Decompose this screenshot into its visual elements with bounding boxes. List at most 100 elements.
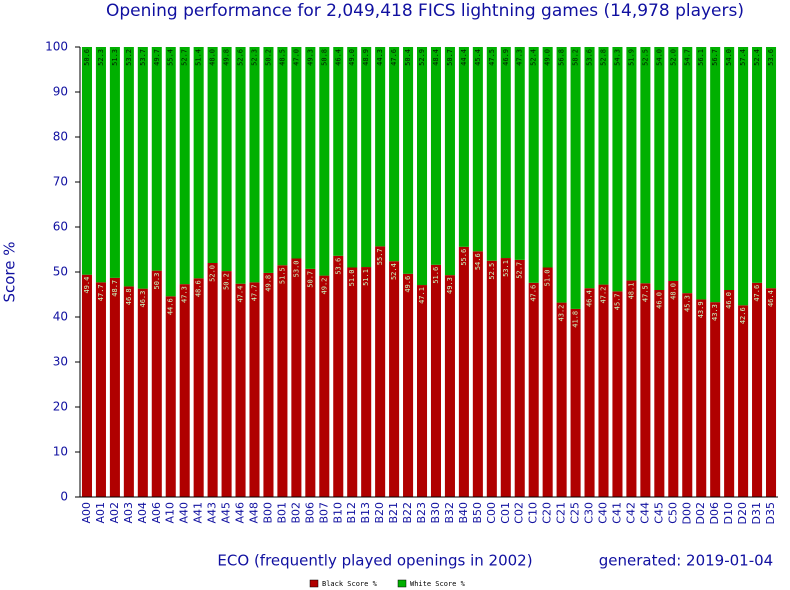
y-tick-label: 100 (45, 40, 68, 54)
value-label: 47.3 (181, 286, 189, 303)
bar-segment (486, 260, 497, 497)
y-tick-label: 90 (53, 85, 68, 99)
bar-segment (151, 270, 162, 497)
value-label: 46.0 (725, 292, 733, 309)
x-tick-label: A41 (192, 502, 205, 524)
value-label: 46.8 (125, 288, 133, 305)
value-label: 52.7 (181, 49, 189, 66)
bar-segment (570, 47, 581, 309)
y-tick-label: 80 (53, 130, 68, 144)
value-label: 53.1 (502, 260, 510, 277)
value-label: 47.3 (516, 49, 524, 66)
value-label: 51.6 (432, 267, 440, 284)
bar-segment (319, 47, 330, 276)
value-label: 49.4 (83, 277, 91, 294)
bar-segment (682, 293, 693, 497)
bar-segment (500, 47, 511, 259)
value-label: 50.6 (83, 49, 91, 66)
bar-segment (765, 47, 777, 289)
value-label: 45.4 (474, 49, 482, 66)
value-label: 48.6 (195, 280, 203, 297)
value-label: 50.7 (446, 49, 454, 66)
bar-segment (542, 267, 553, 497)
value-label: 48.5 (278, 49, 286, 66)
value-label: 48.0 (209, 49, 217, 66)
bar-segment (333, 255, 344, 497)
x-tick-label: A45 (220, 502, 233, 524)
bar-segment (584, 288, 595, 497)
bar-segment (81, 274, 93, 497)
bar-segment (235, 283, 246, 497)
bar-segment (654, 290, 665, 497)
bar-segment (458, 47, 469, 247)
bar-segment (221, 47, 232, 272)
bar-segment (430, 264, 442, 497)
bar-segment (752, 282, 763, 497)
value-label: 50.2 (223, 273, 231, 290)
value-label: 51.1 (362, 269, 370, 286)
value-label: 57.4 (739, 49, 747, 66)
value-label: 47.4 (237, 286, 245, 303)
value-label: 53.6 (334, 258, 342, 275)
value-label: 54.3 (613, 49, 621, 66)
bar-segment (472, 251, 483, 497)
y-tick-label: 50 (53, 265, 68, 279)
bar-segment (291, 47, 302, 259)
bar-segment (403, 47, 414, 274)
bar-segment (123, 286, 134, 497)
bar-segment (361, 47, 372, 268)
value-label: 48.9 (362, 49, 370, 66)
value-label: 47.7 (251, 284, 259, 301)
value-label: 49.2 (320, 278, 328, 295)
bar-segment (514, 47, 525, 260)
y-tick-label: 70 (53, 175, 68, 189)
bar-segment (277, 265, 288, 497)
value-label: 55.4 (167, 49, 175, 66)
x-tick-label: A02 (108, 502, 121, 524)
bar-segment (263, 272, 274, 497)
bar-segment (137, 288, 148, 497)
value-label: 47.7 (97, 284, 105, 301)
bar-segment (109, 277, 120, 497)
x-tick-label: B23 (415, 502, 428, 524)
value-label: 49.8 (264, 275, 272, 292)
x-tick-label: D02 (694, 502, 707, 524)
bar-segment (179, 284, 190, 497)
bar-segment (137, 47, 148, 289)
bar-segment (500, 258, 511, 497)
value-label: 44.3 (376, 49, 384, 66)
legend-swatch (309, 579, 319, 588)
x-tick-label: D31 (750, 502, 763, 524)
bar-segment (612, 47, 623, 292)
value-label: 49.0 (348, 49, 356, 66)
y-tick-label: 40 (53, 310, 68, 324)
value-label: 48.1 (627, 283, 635, 300)
value-label: 53.6 (586, 49, 594, 66)
legend-label: Black Score % (322, 580, 378, 588)
value-label: 53.2 (125, 49, 133, 66)
bar-segment (668, 281, 679, 497)
x-tick-label: B13 (359, 502, 372, 524)
x-tick-label: C01 (499, 502, 512, 524)
value-label: 44.4 (460, 49, 468, 66)
x-tick-label: B40 (457, 502, 470, 524)
x-tick-label: A01 (94, 502, 107, 524)
x-tick-label: A43 (206, 502, 219, 524)
bar-segment (486, 47, 497, 261)
bar-segment (95, 282, 106, 497)
bar-segment (765, 288, 777, 497)
value-label: 49.0 (544, 49, 552, 66)
x-tick-label: D20 (736, 502, 749, 524)
value-label: 58.2 (572, 49, 580, 66)
bar-segment (542, 47, 553, 268)
x-tick-label: C41 (610, 502, 623, 524)
y-tick-label: 60 (53, 220, 68, 234)
x-tick-label: B20 (373, 502, 386, 524)
x-tick-label: C45 (652, 502, 665, 524)
value-label: 56.7 (711, 49, 719, 66)
bar-segment (151, 47, 162, 271)
value-label: 52.5 (488, 263, 496, 280)
bar-segment (416, 285, 428, 497)
x-axis-label: ECO (frequently played openings in 2002) (217, 552, 532, 570)
bar-segment (249, 47, 260, 283)
